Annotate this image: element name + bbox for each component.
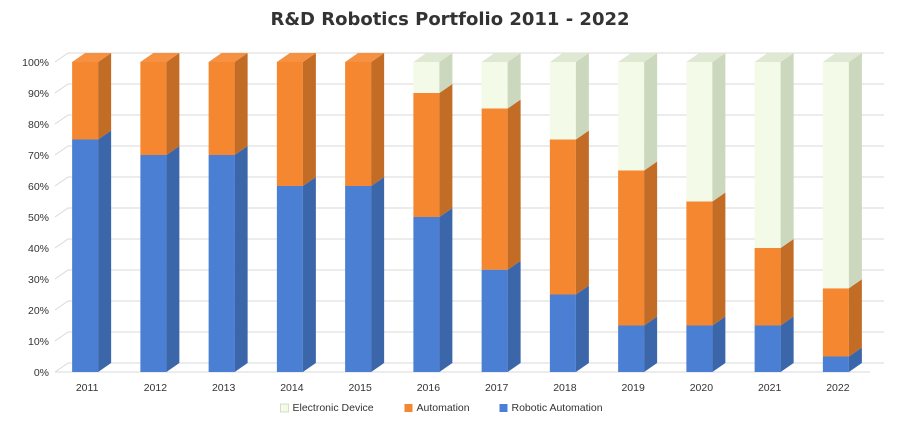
bar-segment xyxy=(686,53,726,202)
bar-segment xyxy=(822,53,862,289)
x-tick-label: 2019 xyxy=(621,382,645,394)
bar-segment xyxy=(140,53,180,155)
bar-segment xyxy=(549,130,589,295)
x-tick-label: 2020 xyxy=(690,382,714,394)
legend-item: Electronic Device xyxy=(280,402,374,414)
bar-segment xyxy=(413,84,453,217)
x-tick-label: 2018 xyxy=(553,382,577,394)
bar-segment xyxy=(822,279,862,357)
y-tick-label: 10% xyxy=(28,336,49,348)
bar-segment xyxy=(618,316,658,372)
bar-segment xyxy=(208,53,248,155)
bar-segment xyxy=(618,53,658,171)
bar-segment xyxy=(686,192,726,326)
gridline xyxy=(54,362,884,373)
gridline xyxy=(54,176,884,187)
bar-segment xyxy=(549,285,589,372)
bar-segment xyxy=(822,347,862,372)
bar-segment xyxy=(481,99,521,270)
x-tick-label: 2011 xyxy=(76,382,99,394)
gridlines xyxy=(54,52,884,373)
gridline xyxy=(54,269,884,280)
bar-segment xyxy=(481,260,521,372)
y-axis: 0% 10% 20% 30% 40% 50% 60% 70% 80% 90% 100% xyxy=(22,57,49,379)
x-tick-label: 2016 xyxy=(417,382,441,394)
x-tick-label: 2013 xyxy=(212,382,236,394)
x-tick-label: 2021 xyxy=(758,382,782,394)
y-tick-label: 50% xyxy=(28,212,49,224)
gridline xyxy=(54,83,884,94)
bar-segment xyxy=(481,53,521,109)
y-tick-label: 100% xyxy=(22,57,49,69)
y-tick-label: 70% xyxy=(28,150,49,162)
svg-text:Robotic Automation: Robotic Automation xyxy=(512,402,603,414)
gridline xyxy=(54,114,884,125)
y-tick-label: 90% xyxy=(28,88,49,100)
y-tick-label: 60% xyxy=(28,181,49,193)
bar-segment xyxy=(754,53,794,248)
y-tick-label: 30% xyxy=(28,274,49,286)
bar-segment xyxy=(686,316,726,372)
bar-segment xyxy=(72,53,112,140)
bar-segment xyxy=(413,208,453,372)
svg-text:Automation: Automation xyxy=(417,402,470,414)
y-tick-label: 40% xyxy=(28,243,49,255)
x-tick-label: 2015 xyxy=(348,382,372,394)
legend: Electronic Device Automation Robotic Autom… xyxy=(280,402,603,414)
y-tick-label: 80% xyxy=(28,119,49,131)
gridline xyxy=(54,238,884,249)
bar-segment xyxy=(618,161,658,326)
x-tick-label: 2022 xyxy=(826,382,850,394)
x-tick-label: 2012 xyxy=(144,382,168,394)
bar-segment xyxy=(754,316,794,372)
bar-segment xyxy=(140,146,180,372)
bar-segment xyxy=(345,53,385,186)
bar-segment xyxy=(208,146,248,372)
gridline xyxy=(54,52,884,63)
x-tick-label: 2017 xyxy=(485,382,509,394)
svg-text:Electronic Device: Electronic Device xyxy=(293,402,374,414)
gridline xyxy=(54,300,884,311)
bar-segment xyxy=(276,53,316,186)
legend-item: Automation xyxy=(404,402,470,414)
y-tick-label: 20% xyxy=(28,305,49,317)
gridline xyxy=(54,207,884,218)
chart-title: R&D Robotics Portfolio 2011 - 2022 xyxy=(270,9,630,30)
y-tick-label: 0% xyxy=(34,367,49,379)
legend-item: Robotic Automation xyxy=(499,402,603,414)
gridline xyxy=(54,145,884,156)
bar-segment xyxy=(276,177,316,372)
bar-segment xyxy=(754,239,794,326)
x-tick-label: 2014 xyxy=(280,382,304,394)
bar-segment xyxy=(549,53,589,140)
bar-segment xyxy=(345,177,385,372)
bars: 2011 2012 2013 2014 2015 2016 2017 2018 2019 2020… xyxy=(72,53,862,394)
bar-segment xyxy=(72,130,112,372)
bar-segment xyxy=(413,53,453,93)
gridline xyxy=(54,331,884,342)
